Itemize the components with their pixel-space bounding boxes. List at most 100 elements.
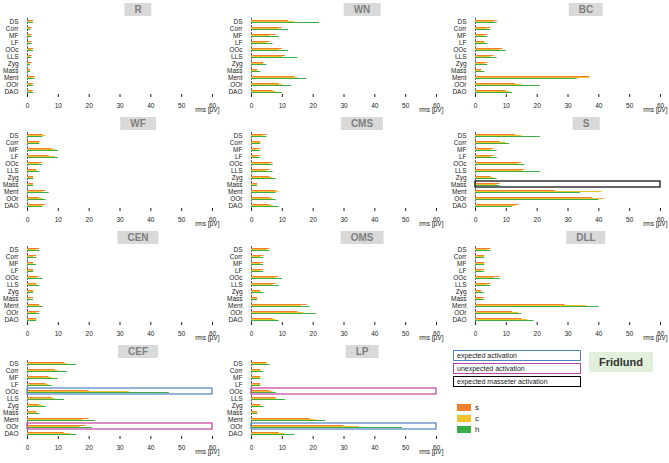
svg-text:40: 40: [595, 216, 603, 223]
svg-text:MF: MF: [457, 32, 466, 39]
svg-text:30: 30: [564, 102, 572, 109]
svg-text:MF: MF: [9, 260, 18, 267]
svg-text:50: 50: [402, 216, 410, 223]
svg-text:MF: MF: [233, 374, 242, 381]
svg-text:LF: LF: [11, 39, 19, 46]
svg-text:rms [µV]: rms [µV]: [419, 334, 444, 342]
svg-text:50: 50: [178, 216, 186, 223]
svg-text:Ment: Ment: [4, 416, 19, 423]
svg-text:LF: LF: [235, 267, 243, 274]
svg-text:DS: DS: [233, 360, 243, 367]
svg-text:LF: LF: [11, 153, 19, 160]
svg-text:50: 50: [178, 102, 186, 109]
svg-text:10: 10: [279, 216, 287, 223]
svg-text:LLS: LLS: [455, 167, 467, 174]
svg-text:20: 20: [310, 216, 318, 223]
svg-text:20: 20: [534, 330, 542, 337]
svg-text:Ment: Ment: [4, 302, 19, 309]
svg-text:Ment: Ment: [228, 302, 243, 309]
svg-text:30: 30: [340, 444, 348, 451]
svg-text:DS: DS: [457, 246, 467, 253]
svg-text:rms [µV]: rms [µV]: [195, 106, 220, 114]
svg-text:0: 0: [474, 102, 478, 109]
svg-text:LF: LF: [235, 153, 243, 160]
svg-text:LF: LF: [235, 39, 243, 46]
svg-text:DS: DS: [9, 360, 19, 367]
svg-text:rms [µV]: rms [µV]: [643, 220, 668, 228]
svg-text:DAO: DAO: [4, 202, 18, 209]
svg-text:10: 10: [279, 102, 287, 109]
svg-text:DAO: DAO: [228, 316, 242, 323]
svg-text:LLS: LLS: [455, 53, 467, 60]
svg-text:40: 40: [595, 102, 603, 109]
svg-text:OOc: OOc: [5, 46, 19, 53]
svg-text:50: 50: [626, 102, 634, 109]
svg-text:Ment: Ment: [452, 74, 467, 81]
svg-text:LF: LF: [459, 267, 467, 274]
svg-text:50: 50: [626, 330, 634, 337]
svg-text:40: 40: [147, 330, 155, 337]
svg-text:OOr: OOr: [6, 423, 19, 430]
svg-text:OOc: OOc: [453, 46, 467, 53]
svg-text:MF: MF: [233, 146, 242, 153]
svg-text:OOc: OOc: [229, 46, 243, 53]
svg-text:0: 0: [26, 216, 30, 223]
svg-text:Ment: Ment: [4, 74, 19, 81]
svg-text:MF: MF: [457, 260, 466, 267]
svg-text:OOc: OOc: [5, 274, 19, 281]
svg-text:Corr: Corr: [6, 139, 19, 146]
svg-text:DAO: DAO: [452, 88, 466, 95]
svg-text:40: 40: [147, 444, 155, 451]
svg-text:OOr: OOr: [6, 309, 19, 316]
svg-text:DAO: DAO: [4, 430, 18, 437]
svg-text:50: 50: [402, 330, 410, 337]
svg-text:LLS: LLS: [231, 395, 243, 402]
svg-text:10: 10: [279, 444, 287, 451]
svg-text:30: 30: [116, 330, 124, 337]
svg-text:DAO: DAO: [228, 430, 242, 437]
svg-text:20: 20: [86, 102, 94, 109]
svg-text:40: 40: [147, 216, 155, 223]
svg-text:0: 0: [26, 444, 30, 451]
svg-text:OOc: OOc: [453, 160, 467, 167]
svg-text:10: 10: [503, 102, 511, 109]
svg-text:Mass: Mass: [451, 67, 467, 74]
svg-text:0: 0: [474, 330, 478, 337]
svg-text:10: 10: [503, 330, 511, 337]
svg-text:Corr: Corr: [6, 25, 19, 32]
svg-text:10: 10: [55, 444, 63, 451]
svg-text:LLS: LLS: [7, 53, 19, 60]
svg-text:Mass: Mass: [227, 409, 243, 416]
svg-text:30: 30: [116, 102, 124, 109]
svg-text:DS: DS: [457, 132, 467, 139]
svg-text:DAO: DAO: [4, 88, 18, 95]
svg-text:rms [µV]: rms [µV]: [419, 448, 444, 456]
svg-text:OOc: OOc: [229, 274, 243, 281]
svg-text:40: 40: [371, 330, 379, 337]
svg-text:Mass: Mass: [227, 67, 243, 74]
svg-text:DAO: DAO: [228, 88, 242, 95]
svg-text:50: 50: [402, 102, 410, 109]
svg-text:50: 50: [626, 216, 634, 223]
svg-text:OOr: OOr: [230, 423, 243, 430]
svg-text:0: 0: [250, 444, 254, 451]
svg-text:40: 40: [595, 330, 603, 337]
svg-text:Ment: Ment: [452, 302, 467, 309]
svg-text:Ment: Ment: [452, 188, 467, 195]
svg-text:20: 20: [86, 330, 94, 337]
svg-text:Corr: Corr: [454, 253, 467, 260]
svg-text:LF: LF: [235, 381, 243, 388]
svg-text:OOc: OOc: [5, 388, 19, 395]
svg-text:OOc: OOc: [453, 274, 467, 281]
svg-text:Corr: Corr: [6, 253, 19, 260]
svg-text:DS: DS: [9, 246, 19, 253]
svg-text:DAO: DAO: [452, 202, 466, 209]
svg-text:20: 20: [534, 216, 542, 223]
svg-text:DS: DS: [233, 18, 243, 25]
svg-text:10: 10: [279, 330, 287, 337]
svg-text:0: 0: [250, 216, 254, 223]
svg-text:30: 30: [564, 330, 572, 337]
svg-text:Mass: Mass: [3, 409, 19, 416]
svg-text:DAO: DAO: [228, 202, 242, 209]
svg-text:LLS: LLS: [231, 53, 243, 60]
